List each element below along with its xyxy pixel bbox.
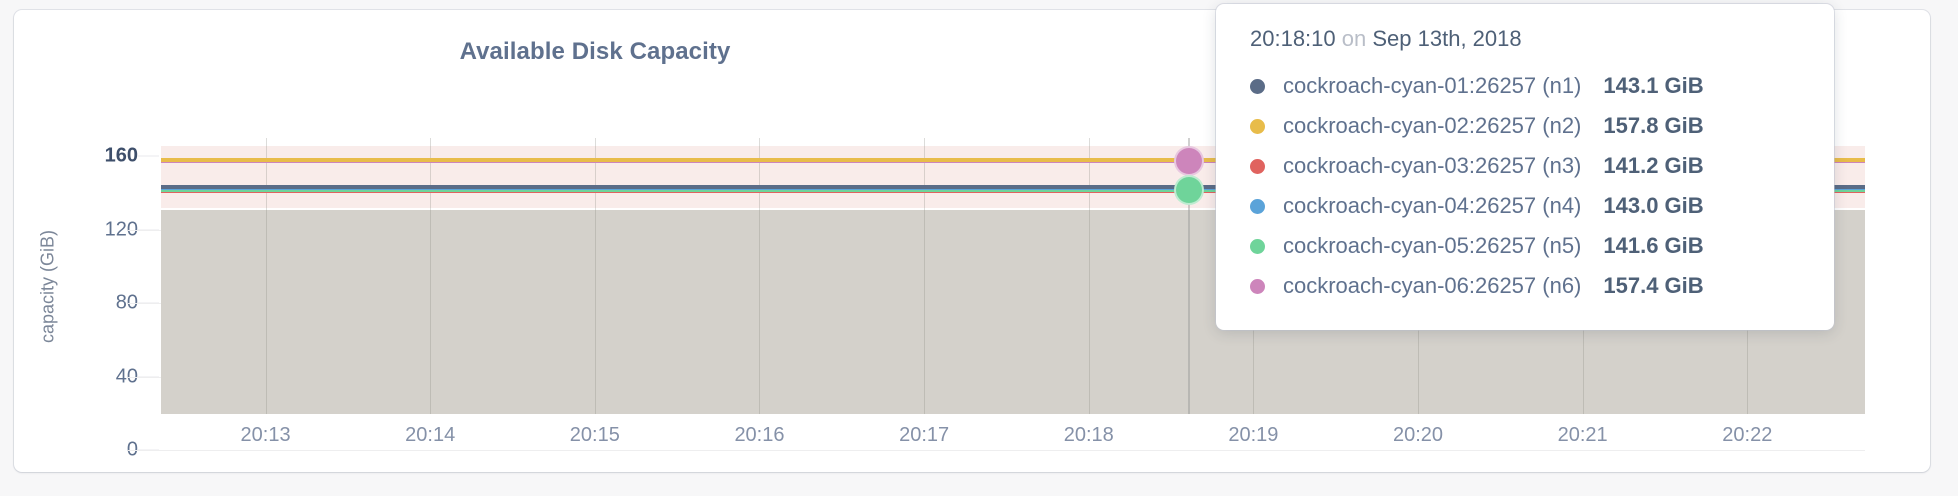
hover-crosshair (1188, 138, 1190, 414)
y-axis-label: 40 (115, 365, 138, 388)
series-color-dot-icon (1250, 238, 1265, 254)
page-title: Available Disk Capacity (459, 38, 731, 65)
tooltip-time: 20:18:10 (1250, 26, 1336, 51)
series-color-dot-icon (1250, 198, 1265, 214)
gridline-vertical (759, 138, 761, 414)
tooltip-series-value: 157.8 GiB (1603, 113, 1704, 138)
tooltip-row: cockroach-cyan-02:26257 (n2) 157.8 GiB (1250, 106, 1806, 146)
x-axis-label: 20:13 (240, 424, 291, 446)
tooltip-series-value: 141.6 GiB (1603, 233, 1704, 258)
y-axis-label: 0 (28, 439, 138, 462)
tooltip-series-value: 157.4 GiB (1603, 273, 1704, 298)
y-axis-tick-mark (137, 155, 159, 157)
x-axis-label: 20:14 (405, 424, 456, 446)
y-axis-label: 160 (104, 144, 138, 167)
series-color-dot-icon (1250, 118, 1265, 134)
gridline-vertical (594, 138, 596, 414)
series-line (161, 188, 1865, 193)
tooltip-header: 20:18:10 on Sep 13th, 2018 (1250, 26, 1806, 52)
x-axis-label: 20:21 (1557, 424, 1608, 446)
tooltip-row: cockroach-cyan-03:26257 (n3) 141.2 GiB (1250, 146, 1806, 186)
y-axis-label: 80 (115, 291, 138, 314)
series-color-dot-icon (1250, 278, 1265, 294)
x-axis-label: 20:22 (1722, 424, 1773, 446)
y-axis-title: capacity (GiB) (37, 229, 58, 344)
hover-marker (1174, 146, 1204, 177)
gridline-vertical (430, 138, 432, 414)
tooltip-series-label: cockroach-cyan-03:26257 (n3) (1283, 153, 1582, 178)
x-axis-label: 20:15 (569, 424, 620, 446)
tooltip-row: cockroach-cyan-05:26257 (n5) 141.6 GiB (1250, 226, 1806, 266)
x-axis-label: 20:18 (1063, 424, 1114, 446)
hover-tooltip: 20:18:10 on Sep 13th, 2018 cockroach-cya… (1216, 4, 1834, 330)
tooltip-series-label: cockroach-cyan-02:26257 (n2) (1283, 113, 1582, 138)
tooltip-series-label: cockroach-cyan-04:26257 (n4) (1283, 193, 1582, 218)
tooltip-rows: cockroach-cyan-01:26257 (n1) 143.1 GiB coc… (1250, 66, 1806, 306)
series-color-dot-icon (1250, 158, 1265, 174)
x-axis-label: 20:19 (1228, 424, 1279, 446)
x-axis-label: 20:16 (734, 424, 785, 446)
series-line (161, 185, 1865, 190)
series-line (161, 158, 1865, 163)
x-axis-label: 20:17 (899, 424, 950, 446)
tooltip-series-label: cockroach-cyan-01:26257 (n1) (1283, 73, 1582, 98)
tooltip-date: Sep 13th, 2018 (1372, 26, 1522, 51)
tooltip-on-word: on (1341, 26, 1367, 51)
tooltip-series-label: cockroach-cyan-06:26257 (n6) (1283, 273, 1582, 298)
x-axis-label: 20:20 (1392, 424, 1444, 446)
y-axis-label: 120 (104, 218, 138, 241)
tooltip-series-value: 143.0 GiB (1603, 193, 1704, 218)
gridline-vertical (924, 138, 926, 414)
series-color-dot-icon (1250, 78, 1265, 94)
tooltip-row: cockroach-cyan-01:26257 (n1) 143.1 GiB (1250, 66, 1806, 106)
tooltip-series-value: 143.1 GiB (1603, 73, 1704, 98)
tooltip-row: cockroach-cyan-06:26257 (n6) 157.4 GiB (1250, 266, 1806, 306)
gridline-vertical (1088, 138, 1090, 414)
gridline-horizontal (128, 450, 1865, 451)
gridline-vertical (265, 138, 267, 414)
hover-marker (1174, 175, 1204, 206)
tooltip-series-label: cockroach-cyan-05:26257 (n5) (1283, 233, 1582, 258)
tooltip-series-value: 141.2 GiB (1603, 153, 1704, 178)
tooltip-row: cockroach-cyan-04:26257 (n4) 143.0 GiB (1250, 186, 1806, 226)
